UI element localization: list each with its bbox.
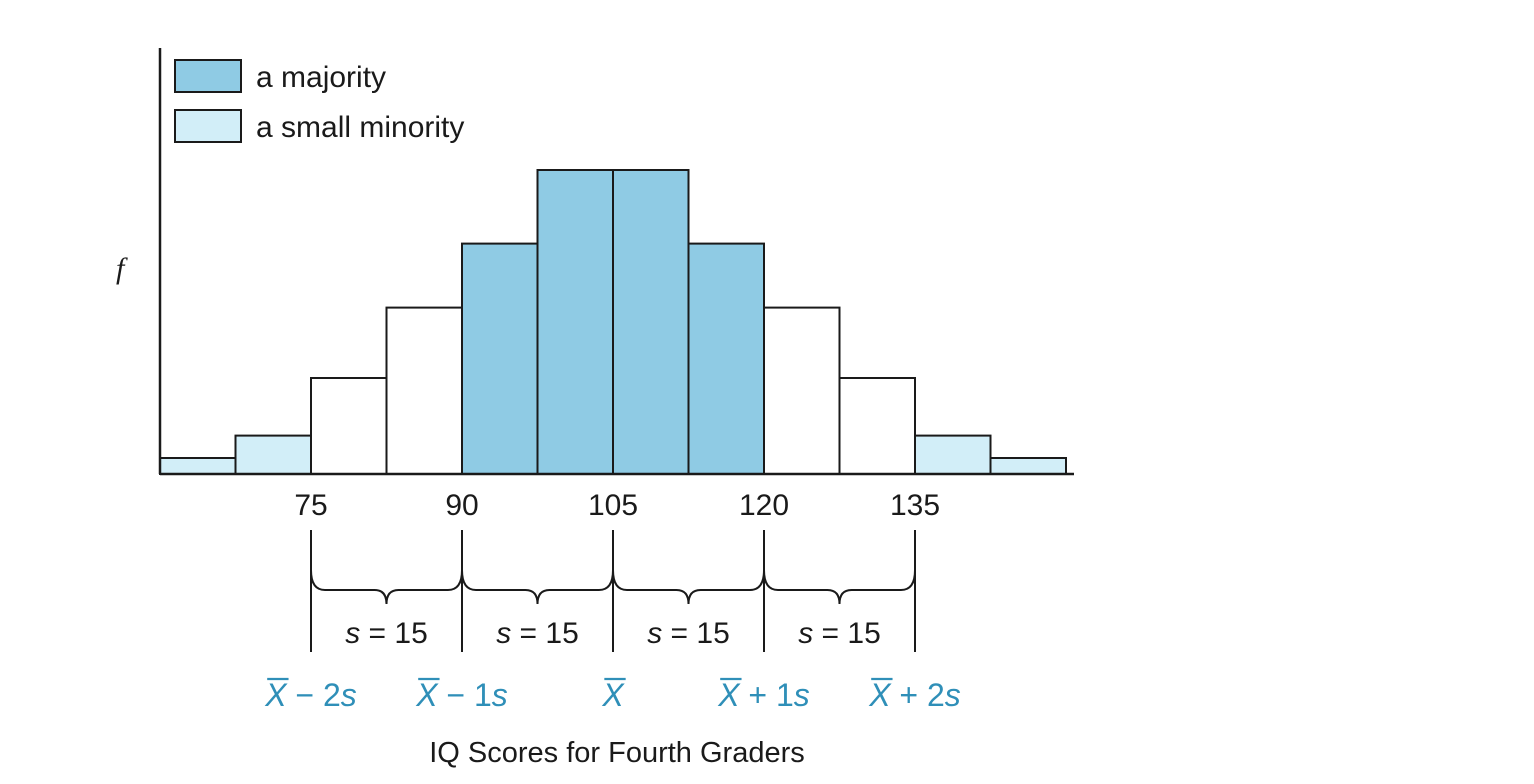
axes-layer xyxy=(158,48,1074,476)
legend-swatch-2 xyxy=(174,109,242,143)
legend-swatch-1 xyxy=(174,59,242,93)
mean-label-3: X xyxy=(601,677,625,713)
x-tick-label-4: 120 xyxy=(739,489,789,522)
histogram-bar-7 xyxy=(612,169,690,475)
histogram-bar-2 xyxy=(234,434,312,476)
histogram-bar-9 xyxy=(763,306,841,475)
sd-brace-2 xyxy=(461,569,614,605)
sd-label-4: s = 15 xyxy=(798,617,881,650)
sd-brackets: s = 15 s = 15 s = 15 s = 15 xyxy=(310,530,916,652)
histogram-bar-6 xyxy=(536,169,614,475)
sd-brace-4 xyxy=(763,569,916,605)
histogram-bar-8 xyxy=(687,242,765,475)
histogram-bar-3 xyxy=(310,377,388,475)
y-axis-label: f xyxy=(116,252,128,285)
histogram-bar-1 xyxy=(159,457,237,475)
mean-label-4: X + 1s xyxy=(717,677,810,713)
sd-brace-3 xyxy=(612,569,765,605)
x-tick-label-3: 105 xyxy=(588,489,638,522)
histogram-bar-5 xyxy=(461,242,539,475)
bars-layer xyxy=(159,169,1067,476)
sd-label-1: s = 15 xyxy=(345,617,428,650)
x-tick-label-1: 75 xyxy=(294,489,327,522)
histogram-bar-11 xyxy=(914,434,992,476)
x-tick-label-5: 135 xyxy=(890,489,940,522)
sd-label-3: s = 15 xyxy=(647,617,730,650)
x-tick-label-2: 90 xyxy=(445,489,478,522)
mean-label-2: X − 1s xyxy=(415,677,508,713)
mean-label-5: X + 2s xyxy=(868,677,961,713)
histogram-bar-10 xyxy=(838,377,916,475)
legend: a majority a small minority xyxy=(174,59,464,144)
histogram-bar-4 xyxy=(385,306,463,475)
sd-brace-1 xyxy=(310,569,463,605)
mean-label-1: X − 2s xyxy=(264,677,357,713)
legend-label-2: a small minority xyxy=(256,111,464,144)
sd-label-2: s = 15 xyxy=(496,617,579,650)
x-tick-labels: 75 90 105 120 135 xyxy=(294,489,940,522)
histogram-bar-12 xyxy=(989,457,1067,475)
mean-labels: X − 2s X − 1s X X + 1s X + 2s xyxy=(264,677,961,713)
x-axis-label: IQ Scores for Fourth Graders xyxy=(429,737,805,769)
legend-label-1: a majority xyxy=(256,61,386,94)
